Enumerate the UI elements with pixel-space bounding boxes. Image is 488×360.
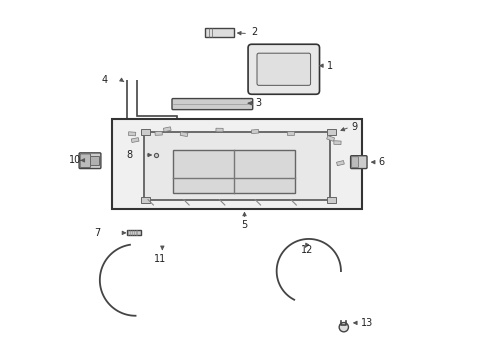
Text: 4: 4 bbox=[102, 75, 107, 85]
Text: 7: 7 bbox=[94, 228, 101, 238]
Text: 5: 5 bbox=[241, 220, 247, 230]
FancyBboxPatch shape bbox=[350, 156, 366, 168]
Text: 11: 11 bbox=[154, 254, 166, 264]
Bar bbox=[205, 28, 233, 37]
Bar bbox=[287, 132, 294, 136]
Bar bbox=[126, 230, 141, 235]
FancyBboxPatch shape bbox=[247, 44, 319, 94]
Circle shape bbox=[339, 323, 348, 332]
Bar bbox=[173, 150, 294, 193]
FancyBboxPatch shape bbox=[172, 99, 252, 110]
Bar bbox=[333, 140, 340, 144]
Bar bbox=[144, 132, 329, 200]
Text: 1: 1 bbox=[326, 61, 332, 71]
Text: 12: 12 bbox=[300, 245, 312, 255]
Text: 13: 13 bbox=[360, 318, 372, 328]
FancyBboxPatch shape bbox=[257, 53, 310, 85]
Bar bbox=[325, 134, 333, 139]
Text: 9: 9 bbox=[351, 122, 357, 132]
Bar bbox=[132, 139, 139, 143]
Bar bbox=[250, 129, 258, 134]
Text: 3: 3 bbox=[255, 98, 261, 108]
Bar bbox=[326, 129, 335, 135]
Bar bbox=[180, 131, 187, 135]
Bar bbox=[164, 128, 171, 133]
FancyBboxPatch shape bbox=[79, 153, 101, 168]
FancyBboxPatch shape bbox=[351, 157, 358, 167]
Bar bbox=[90, 156, 99, 165]
Text: 2: 2 bbox=[251, 27, 257, 37]
Bar bbox=[215, 127, 223, 132]
Bar bbox=[128, 132, 135, 135]
FancyBboxPatch shape bbox=[112, 119, 362, 208]
Bar bbox=[326, 197, 335, 203]
Text: 10: 10 bbox=[69, 156, 81, 165]
Bar bbox=[141, 129, 149, 135]
Text: 6: 6 bbox=[378, 157, 384, 167]
FancyBboxPatch shape bbox=[80, 154, 90, 167]
Bar bbox=[141, 197, 149, 203]
Text: 8: 8 bbox=[126, 150, 132, 160]
Bar bbox=[154, 131, 162, 135]
Bar bbox=[336, 160, 344, 166]
